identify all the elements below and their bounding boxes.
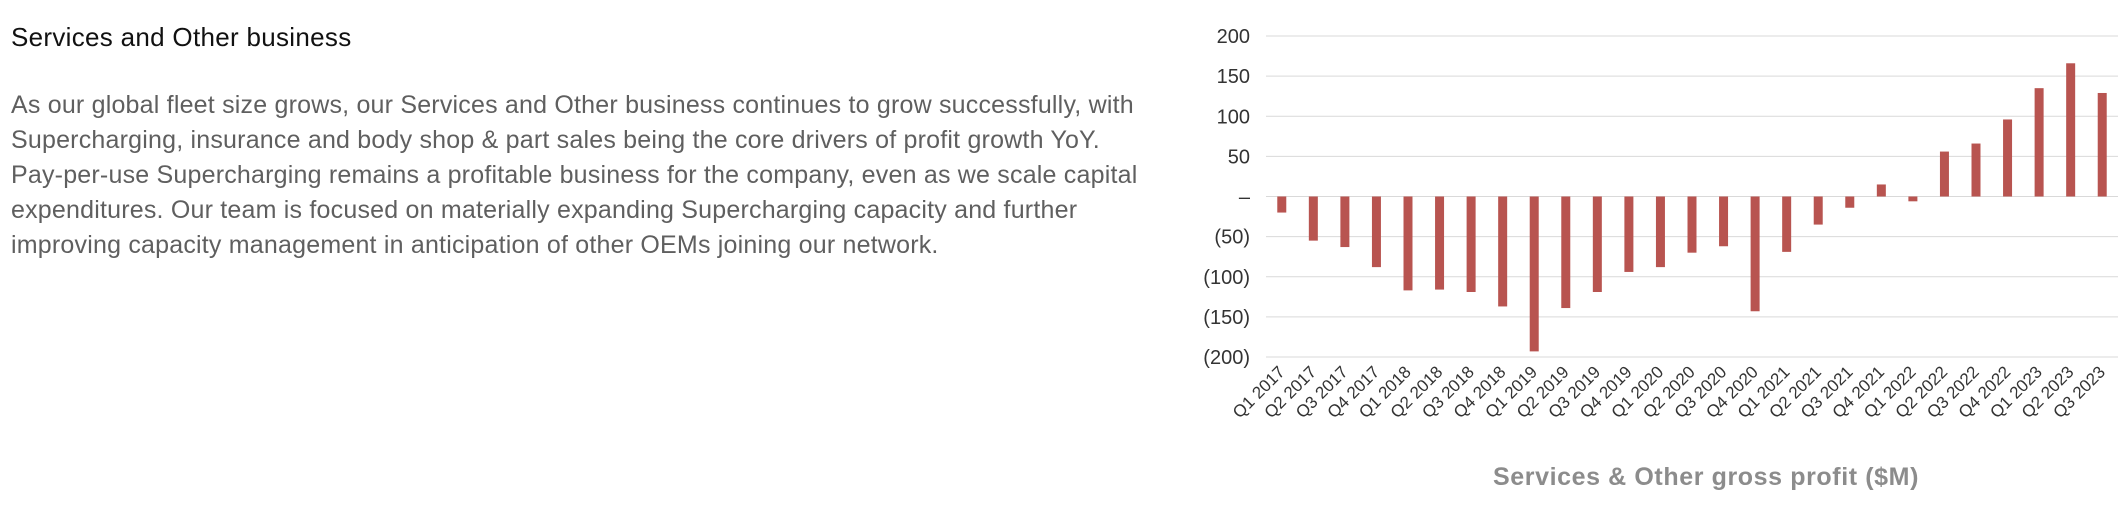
chart-title: Services & Other gross profit ($M) xyxy=(1493,463,1919,491)
bar-q2-2018 xyxy=(1435,196,1445,290)
bar-q2-2019 xyxy=(1561,196,1571,309)
bar-q1-2019 xyxy=(1529,196,1539,352)
y-tick-label: – xyxy=(1239,187,1251,209)
bar-q1-2022 xyxy=(1908,196,1918,202)
y-tick-label: (100) xyxy=(1203,267,1250,289)
bar-q1-2017 xyxy=(1277,196,1287,213)
bar-q3-2021 xyxy=(1845,196,1855,208)
y-tick-label: 150 xyxy=(1217,66,1250,88)
section-title: Services and Other business xyxy=(11,22,352,52)
y-tick-label: (50) xyxy=(1214,227,1250,249)
bar-q3-2020 xyxy=(1719,196,1729,247)
bar-q1-2023 xyxy=(2034,88,2044,197)
bar-q2-2021 xyxy=(1813,196,1823,225)
y-axis-tick-labels: 200 150 100 50 – (50) (100) (150) (200) xyxy=(1203,26,1251,369)
chart-bars xyxy=(1277,63,2107,352)
y-tick-label: (200) xyxy=(1203,347,1250,369)
bar-q3-2017 xyxy=(1340,196,1350,248)
bar-q1-2021 xyxy=(1782,196,1792,252)
bar-q2-2017 xyxy=(1308,196,1318,241)
bar-q2-2020 xyxy=(1687,196,1697,253)
bar-q4-2019 xyxy=(1624,196,1634,272)
bar-q1-2018 xyxy=(1403,196,1413,291)
section-body-text: As our global fleet size grows, our Serv… xyxy=(11,91,1138,259)
bar-q4-2021 xyxy=(1876,184,1886,197)
bar-q2-2023 xyxy=(2066,63,2076,197)
y-tick-label: 100 xyxy=(1217,106,1250,128)
bar-q4-2020 xyxy=(1750,196,1760,312)
y-tick-label: (150) xyxy=(1203,307,1250,329)
bar-q2-2022 xyxy=(1939,151,1949,197)
bar-q3-2022 xyxy=(1971,143,1981,197)
y-tick-label: 50 xyxy=(1228,146,1250,168)
bar-q4-2018 xyxy=(1498,196,1508,307)
bar-q3-2019 xyxy=(1592,196,1602,292)
bar-q4-2017 xyxy=(1371,196,1381,268)
bar-q4-2022 xyxy=(2003,119,2013,197)
bar-q3-2018 xyxy=(1466,196,1476,292)
bar-q1-2020 xyxy=(1655,196,1665,268)
y-tick-label: 200 xyxy=(1217,26,1250,48)
bar-q3-2023 xyxy=(2097,92,2107,197)
